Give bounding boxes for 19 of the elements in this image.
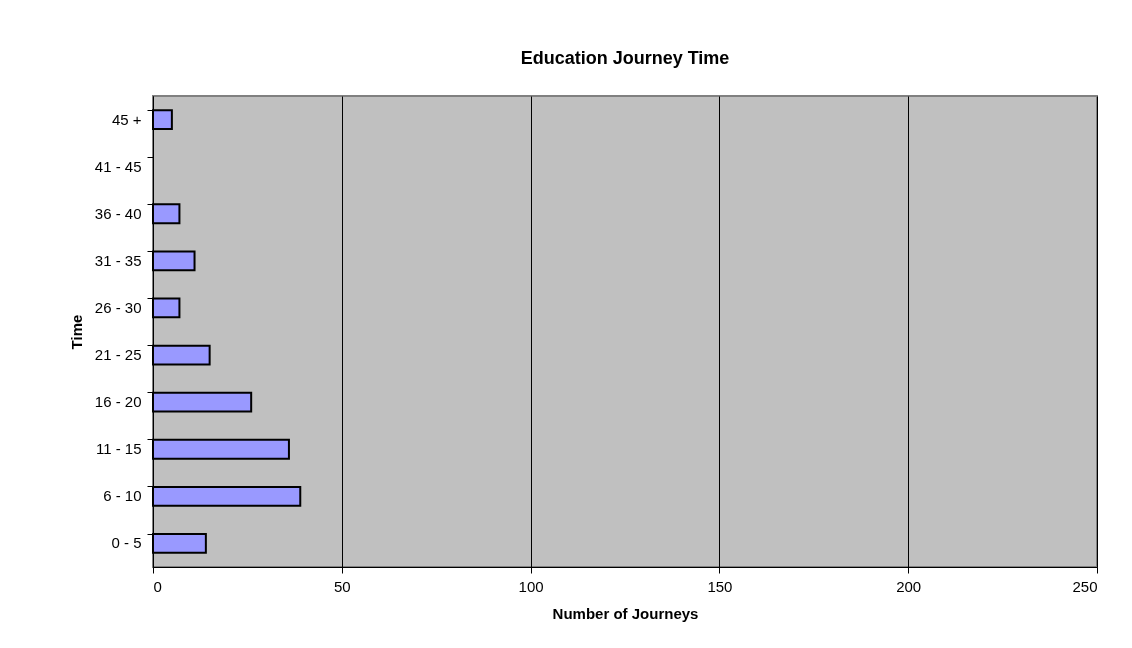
- y-tick-label: 11 - 15: [95, 440, 142, 458]
- y-tick-label: 41 - 45: [94, 157, 142, 175]
- x-axis-title: Number of Journeys: [552, 604, 699, 622]
- y-tick-label: 21 - 25: [94, 346, 142, 364]
- x-tick-label: 0: [153, 577, 162, 595]
- x-tick-label: 100: [518, 577, 544, 595]
- y-tick-label: 6 - 10: [103, 487, 142, 505]
- x-tick-label: 150: [707, 577, 733, 595]
- y-tick-label: 45 +: [111, 110, 142, 128]
- x-tick-label: 200: [896, 577, 922, 595]
- y-tick-label: 26 - 30: [94, 298, 142, 316]
- chart-title: Education Journey Time: [520, 48, 730, 68]
- x-tick-label: 50: [333, 577, 351, 595]
- y-tick-label: 31 - 35: [94, 251, 142, 269]
- y-tick-label: 16 - 20: [94, 393, 142, 411]
- x-tick-label: 250: [1072, 577, 1098, 595]
- y-tick-label: 36 - 40: [94, 204, 142, 222]
- y-tick-label: 0 - 5: [111, 534, 142, 552]
- y-axis-title: Time: [67, 314, 85, 350]
